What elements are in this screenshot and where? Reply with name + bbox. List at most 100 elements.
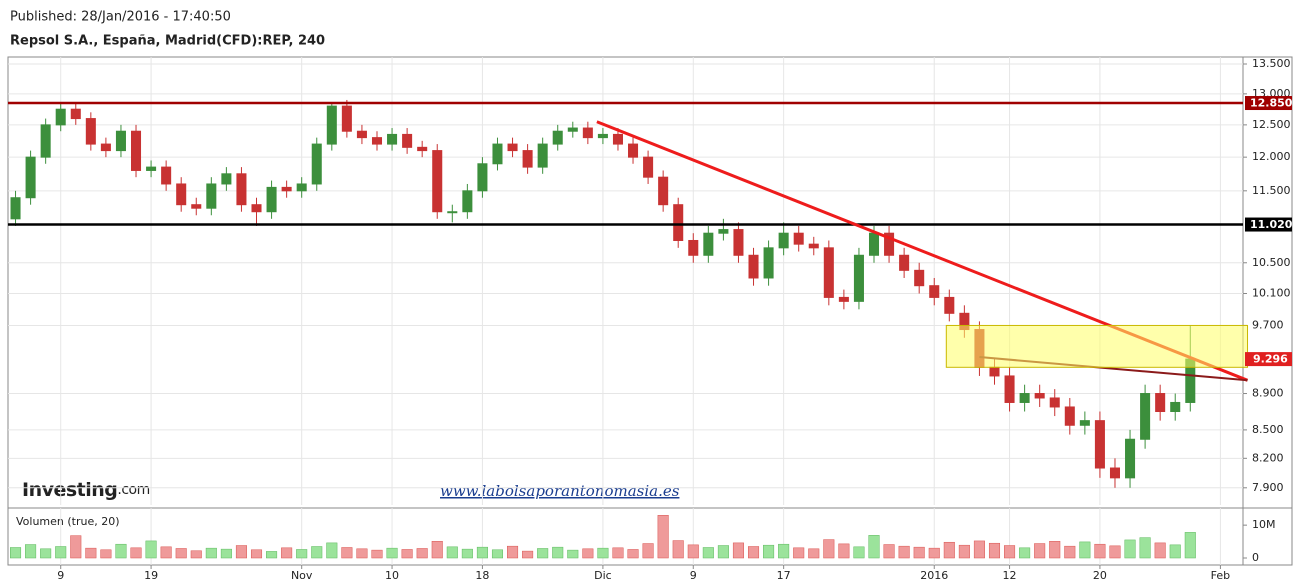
- y-tick-label: 10.500: [1252, 256, 1291, 269]
- published: Published: 28/Jan/2016 - 17:40:50: [10, 10, 231, 25]
- candle-body: [537, 143, 548, 168]
- candle-body: [161, 166, 172, 185]
- candle-body: [823, 247, 834, 298]
- candle-body: [808, 243, 819, 249]
- x-tick-label: 9: [690, 569, 697, 582]
- candle-body: [643, 156, 654, 178]
- volume-bar: [988, 542, 1001, 559]
- candle-body: [748, 254, 759, 279]
- candle-body: [1004, 375, 1015, 403]
- y-tick-label: 12.500: [1252, 118, 1291, 131]
- volume-bar: [958, 544, 970, 559]
- volume-bar: [537, 548, 549, 559]
- logo: Investing.com: [22, 479, 150, 501]
- volume-title: Volumen (true, 20): [16, 515, 120, 528]
- candle-body: [1109, 467, 1120, 479]
- volume-bar: [763, 544, 775, 559]
- candle-body: [417, 146, 428, 152]
- y-tick-label: 8.500: [1252, 423, 1284, 436]
- candle-body: [1170, 401, 1181, 413]
- candle-body: [884, 232, 895, 256]
- x-tick-label: 18: [475, 569, 489, 582]
- candle-body: [914, 269, 925, 287]
- candle-body: [341, 105, 352, 132]
- volume-bar: [567, 549, 579, 559]
- volume-bar: [356, 548, 368, 559]
- volume-bar: [1154, 542, 1166, 559]
- logo-suffix: .com: [117, 482, 149, 498]
- candle-body: [944, 296, 955, 314]
- candle-body: [25, 156, 36, 199]
- logo-brand: Investing: [22, 479, 117, 501]
- candle-body: [567, 127, 578, 132]
- volume-bar: [642, 543, 654, 559]
- candle-body: [1064, 406, 1075, 426]
- candle-body: [251, 204, 262, 213]
- candle-body: [552, 130, 563, 145]
- candle-body: [221, 173, 232, 185]
- volume-bar: [416, 548, 428, 559]
- volume-bar: [732, 542, 744, 559]
- volume-bar: [341, 547, 353, 559]
- volume-bar: [868, 535, 880, 559]
- candle-body: [311, 143, 322, 185]
- volume-bar: [672, 540, 684, 559]
- volume-bar: [476, 546, 488, 559]
- volume-bar: [943, 541, 955, 559]
- watermark: www.labolsaporantonomasia.es: [440, 482, 680, 500]
- volume-bar: [461, 548, 473, 559]
- volume-bar: [808, 548, 820, 559]
- volume-bar: [883, 544, 895, 559]
- volume-bar: [100, 549, 112, 559]
- candle-body: [402, 133, 413, 148]
- volume-bar: [1124, 539, 1136, 559]
- candle-body: [718, 229, 729, 234]
- y-tick-label: 9.700: [1252, 318, 1284, 331]
- x-tick-label: 19: [144, 569, 158, 582]
- volume-bar: [296, 549, 308, 559]
- candle-body: [387, 133, 398, 145]
- volume-bar: [115, 543, 127, 559]
- candle-body: [296, 183, 307, 192]
- volume-bar: [1049, 540, 1061, 559]
- volume-bar: [491, 549, 504, 559]
- candle-body: [432, 150, 443, 213]
- x-tick-label: 10: [385, 569, 399, 582]
- candle-body: [176, 183, 187, 206]
- y-tick-label: 13.500: [1252, 57, 1291, 70]
- volume-bar: [311, 546, 323, 559]
- candle-body: [688, 239, 699, 256]
- volume-bar: [1004, 545, 1016, 559]
- volume-bar: [1079, 541, 1091, 559]
- candle-body: [733, 229, 744, 256]
- volume-bar: [687, 544, 699, 559]
- candle-body: [191, 204, 202, 209]
- candle-body: [1019, 393, 1030, 403]
- candle-body: [326, 105, 337, 145]
- volume-bar: [70, 535, 82, 559]
- volume-bar: [597, 547, 609, 559]
- candle-body: [10, 197, 21, 220]
- candle-body: [115, 130, 126, 152]
- instrument-title: Repsol S.A., España, Madrid(CFD):REP, 24…: [10, 34, 325, 49]
- volume-bar: [40, 548, 52, 559]
- frame: [7, 56, 1293, 566]
- volume-bar: [190, 550, 202, 559]
- y-tick-label: 7.900: [1252, 481, 1284, 494]
- candle-body: [1155, 393, 1166, 413]
- volume-bar: [717, 545, 729, 559]
- volume-bar: [220, 548, 232, 559]
- volume-bar: [928, 547, 940, 559]
- level-label-box: [1245, 217, 1292, 232]
- volume-bar: [25, 544, 37, 559]
- candle-body: [206, 183, 217, 209]
- candle-body: [703, 232, 714, 256]
- volume-bar: [1139, 537, 1151, 559]
- candle-body: [868, 232, 880, 256]
- candle-body: [55, 108, 66, 126]
- candle-body: [70, 108, 81, 120]
- candle-body: [477, 163, 488, 192]
- volume-bar: [145, 540, 157, 559]
- x-tick-label: Feb: [1211, 569, 1230, 582]
